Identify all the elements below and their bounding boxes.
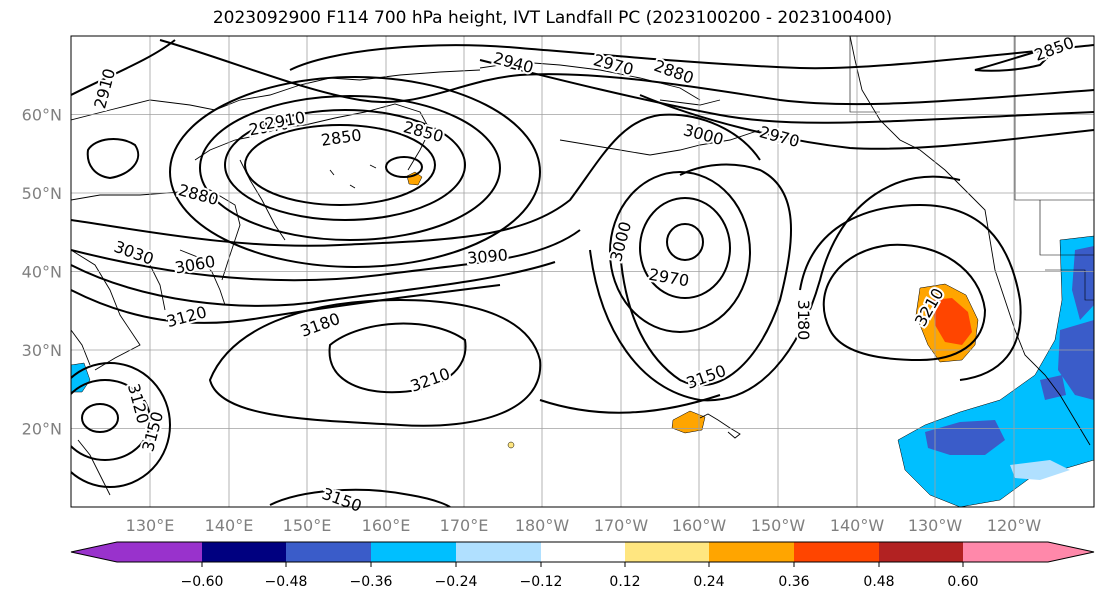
latitude-tick-label: 60°N <box>22 106 62 125</box>
colorbar-segment <box>286 542 371 562</box>
colorbar-tick-label: −0.60 <box>181 574 224 590</box>
colorbar-segment <box>371 542 456 562</box>
latitude-labels: 60°N 50°N 40°N 30°N 20°N <box>22 106 62 439</box>
colorbar-segment <box>202 542 286 562</box>
longitude-tick-label: 120°W <box>987 516 1042 535</box>
colorbar-outline <box>70 541 1095 563</box>
longitude-tick-label: 170°W <box>594 516 649 535</box>
longitude-tick-label: 130°W <box>908 516 963 535</box>
ivt-negative-core-2 <box>1072 246 1094 320</box>
contour-label: 3180 <box>794 300 813 341</box>
colorbar-tick-label: 0.60 <box>947 574 978 590</box>
longitude-tick-label: 180°W <box>515 516 570 535</box>
colorbar-extension-low <box>71 542 202 562</box>
ivt-positive-dot <box>507 441 515 449</box>
colorbar-tick-label: 0.36 <box>778 574 809 590</box>
colorbar-segment <box>879 542 963 562</box>
colorbar-tick-label: 0.24 <box>693 574 724 590</box>
colorbar-tick-label: −0.36 <box>350 574 393 590</box>
colorbar-tick-label: 0.48 <box>863 574 894 590</box>
ivt-shading <box>71 171 1094 507</box>
ivt-positive-region-hawaii <box>671 410 706 434</box>
colorbar-segment <box>541 542 625 562</box>
coastlines <box>71 36 1091 496</box>
latitude-tick-label: 30°N <box>22 341 62 360</box>
ivt-light-patch <box>1010 460 1070 480</box>
longitude-labels: 130°E 140°E 150°E 160°E 170°E 180°W 170°W 160°W… <box>126 516 1042 535</box>
longitude-tick-label: 150°E <box>283 516 332 535</box>
colorbar-tick-label: −0.48 <box>265 574 308 590</box>
longitude-tick-label: 160°W <box>672 516 727 535</box>
colorbar <box>70 541 1095 563</box>
ivt-positive-core <box>932 298 972 345</box>
longitude-tick-label: 170°E <box>440 516 489 535</box>
colorbar-segment <box>794 542 879 562</box>
colorbar-extension-high <box>963 542 1094 562</box>
colorbar-tick-label: 0.12 <box>609 574 640 590</box>
longitude-tick-label: 140°W <box>830 516 885 535</box>
latitude-tick-label: 20°N <box>22 420 62 439</box>
colorbar-segment <box>709 542 794 562</box>
ivt-positive-region-okhotsk <box>406 171 423 186</box>
latitude-tick-label: 50°N <box>22 184 62 203</box>
height-contours <box>71 39 1094 507</box>
latitude-tick-label: 40°N <box>22 263 62 282</box>
political-borders <box>849 36 1094 301</box>
longitude-tick-label: 150°W <box>751 516 806 535</box>
longitude-tick-label: 160°E <box>362 516 411 535</box>
colorbar-tick-label: −0.24 <box>435 574 478 590</box>
plot-frame <box>70 35 1095 508</box>
longitude-tick-label: 140°E <box>205 516 254 535</box>
map-title: 2023092900 F114 700 hPa height, IVT Land… <box>212 8 893 28</box>
colorbar-tick-label: −0.12 <box>520 574 563 590</box>
colorbar-segment <box>456 542 541 562</box>
colorbar-segment <box>625 542 709 562</box>
colorbar-tick-labels: −0.60 −0.48 −0.36 −0.24 −0.12 0.12 0.24 0.36 0.4… <box>181 562 979 590</box>
longitude-tick-label: 130°E <box>126 516 175 535</box>
contour-label: 3090 <box>466 245 508 267</box>
ivt-negative-core-3 <box>1058 320 1094 400</box>
gridlines <box>71 36 1094 507</box>
